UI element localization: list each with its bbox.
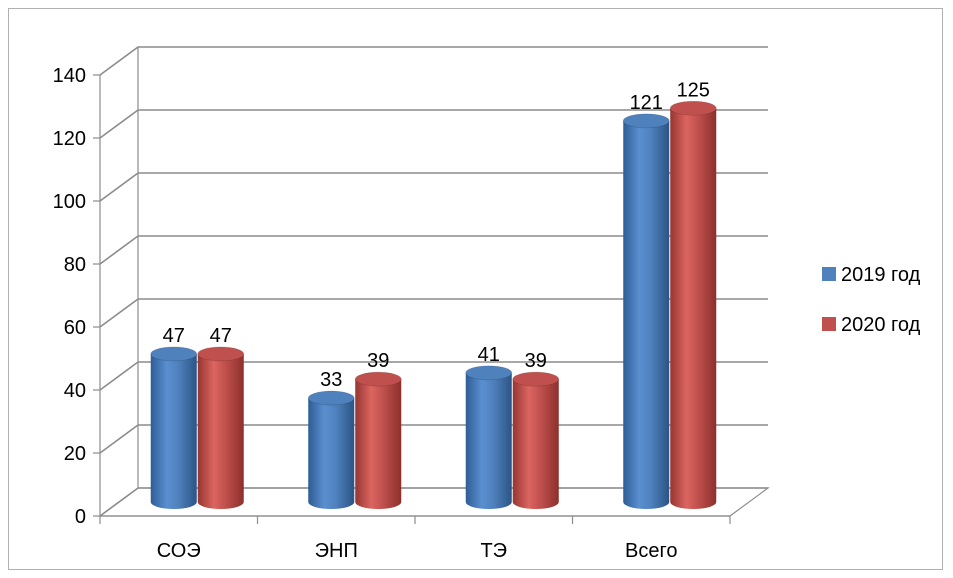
bar-body [308,398,355,509]
gridline [99,235,768,265]
bar-top [150,346,198,362]
legend: 2019 год 2020 год [822,264,921,336]
bars [150,100,717,509]
gridline [99,172,768,202]
bar [465,365,513,509]
data-label: 39 [367,350,389,372]
legend-swatch [822,317,836,331]
legend-label: 2020 год [841,314,921,336]
bar-top [622,113,670,129]
data-label: 125 [677,79,710,101]
y-tick-label: 140 [53,65,86,87]
y-tick-label: 40 [64,380,86,402]
gridline [99,46,768,76]
data-label: 47 [210,325,232,347]
bar-top [512,371,560,387]
y-tick-label: 20 [64,443,86,465]
bar-body [465,372,512,509]
bar-body [197,353,244,509]
bar [669,100,717,509]
bar-body [623,120,670,509]
y-tick-label: 120 [53,128,86,150]
data-label: 121 [630,92,663,114]
x-axis: СОЭ ЭНП ТЭ Всего [99,515,731,562]
gridline [99,298,768,328]
bar-top [197,346,245,362]
bar-body [670,108,717,509]
bar-top [354,371,402,387]
y-tick-label: 0 [75,506,86,528]
bar [197,346,245,509]
bar [307,390,355,509]
gridline [99,109,768,139]
x-category-label: Всего [625,540,677,562]
x-category-label: ЭНП [315,540,358,562]
gridlines [99,46,768,517]
bar-top [669,100,717,116]
bar [354,371,402,509]
x-category-label: ТЭ [480,540,507,562]
bar-body [355,379,402,509]
data-labels: 47 47 33 39 41 39 121 125 [163,79,710,391]
legend-label: 2019 год [841,264,921,286]
y-tick-label: 60 [64,317,86,339]
x-category-label: СОЭ [157,540,201,562]
bar [622,113,670,509]
gridline [99,361,768,391]
bar-top [465,365,513,381]
legend-swatch [822,267,836,281]
bar-body [512,379,559,509]
bar-body [150,353,197,509]
bar [150,346,198,509]
data-label: 47 [163,325,185,347]
data-label: 39 [525,350,547,372]
bar-top [307,390,355,406]
y-tick-label: 100 [53,191,86,213]
bar [512,371,560,509]
data-label: 41 [478,344,500,366]
y-axis: 0 20 40 60 80 100 120 140 [53,65,100,528]
data-label: 33 [320,369,342,391]
y-tick-label: 80 [64,254,86,276]
